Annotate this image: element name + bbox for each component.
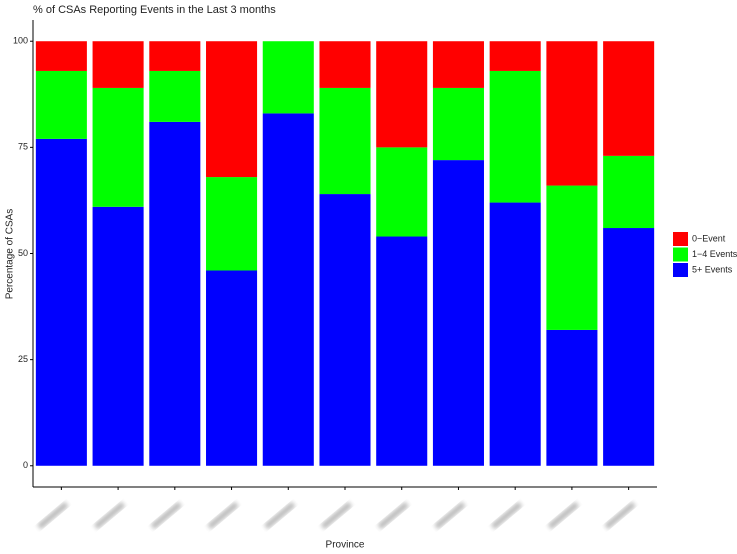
- bar-segment: [319, 41, 371, 88]
- bar-segment: [92, 206, 144, 466]
- redacted-label: [207, 501, 239, 530]
- redacted-label: [37, 501, 69, 530]
- y-tick-label: 75: [18, 142, 28, 152]
- bar-segment: [546, 329, 598, 466]
- bar-segment: [432, 87, 484, 161]
- bar-segment: [206, 177, 258, 271]
- bar-segment: [432, 160, 484, 466]
- bar-segment: [603, 228, 655, 466]
- bar-segment: [489, 41, 541, 71]
- bar-segment: [489, 70, 541, 203]
- x-axis-title: Province: [326, 540, 365, 551]
- bar-segment: [546, 41, 598, 186]
- bar-segment: [206, 41, 258, 178]
- bar-segment: [319, 194, 371, 466]
- redacted-label: [150, 501, 182, 530]
- redacted-label: [604, 501, 636, 530]
- legend-label: 5+ Events: [692, 264, 733, 274]
- redacted-label: [434, 501, 466, 530]
- bar-segment: [206, 270, 258, 466]
- bar-segment: [546, 185, 598, 330]
- redacted-label: [547, 501, 580, 530]
- bar-segment: [489, 202, 541, 466]
- redacted-label: [320, 501, 353, 530]
- legend-label: 0−Event: [692, 233, 726, 243]
- bar-segment: [35, 138, 87, 466]
- y-tick-label: 50: [18, 248, 28, 258]
- chart-title: % of CSAs Reporting Events in the Last 3…: [33, 4, 276, 16]
- bar-segment: [92, 41, 144, 88]
- bar-segment: [376, 236, 428, 466]
- redacted-label: [377, 501, 409, 530]
- bar-segment: [319, 87, 371, 195]
- bar-segment: [149, 41, 201, 71]
- bar-segment: [149, 70, 201, 122]
- bar-segment: [262, 113, 314, 466]
- bar-segment: [35, 41, 87, 71]
- legend-swatch: [673, 263, 688, 277]
- legend-swatch: [673, 247, 688, 262]
- y-tick-label: 25: [18, 354, 28, 364]
- redacted-label: [490, 501, 523, 530]
- y-tick-label: 100: [13, 36, 28, 46]
- redacted-label: [93, 501, 126, 530]
- y-axis-title: Percentage of CSAs: [5, 209, 16, 300]
- bar-segment: [376, 41, 428, 148]
- bar-segment: [432, 41, 484, 88]
- bar-segment: [149, 121, 201, 466]
- bar-segment: [603, 41, 655, 156]
- redacted-label: [264, 501, 296, 530]
- y-tick-label: 0: [23, 460, 28, 470]
- legend-swatch: [673, 232, 688, 246]
- bar-segment: [262, 41, 314, 114]
- bar-segment: [376, 147, 428, 237]
- bar-segment: [92, 87, 144, 207]
- bar-segment: [603, 155, 655, 229]
- legend-label: 1−4 Events: [692, 249, 737, 259]
- bar-segment: [35, 70, 87, 139]
